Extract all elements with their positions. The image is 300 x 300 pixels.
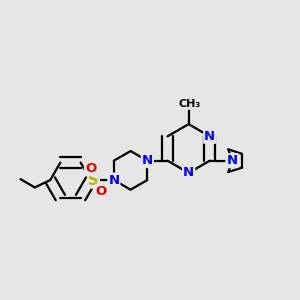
Text: S: S <box>88 172 99 188</box>
Text: CH₃: CH₃ <box>178 99 200 109</box>
Text: N: N <box>204 130 215 143</box>
Text: O: O <box>85 162 96 175</box>
Text: N: N <box>183 167 194 179</box>
Text: N: N <box>108 173 119 187</box>
Text: O: O <box>95 185 107 198</box>
Text: N: N <box>226 154 238 167</box>
Text: N: N <box>142 154 153 167</box>
